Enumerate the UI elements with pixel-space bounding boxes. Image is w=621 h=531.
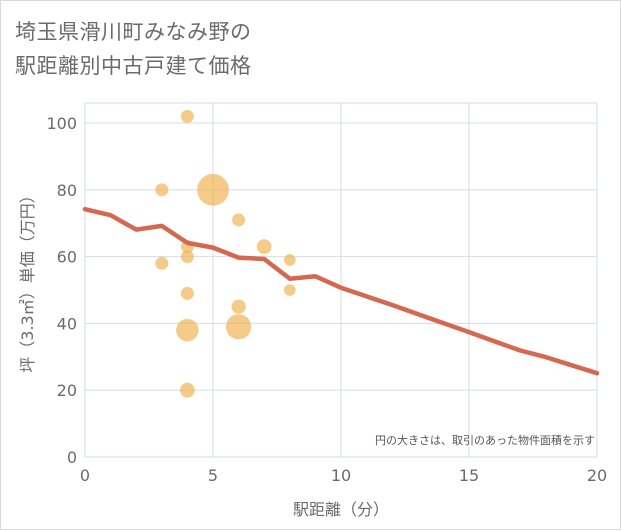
chart-title-line-1: 埼玉県滑川町みなみ野の <box>15 20 252 44</box>
bubble <box>256 239 272 255</box>
y-tick-label: 0 <box>67 448 77 467</box>
y-tick-label: 80 <box>57 181 77 200</box>
bubble <box>155 183 169 197</box>
bubble <box>179 382 195 398</box>
bubbles-layer <box>155 109 296 398</box>
trend-line-layer <box>82 206 600 376</box>
bubble <box>283 284 296 296</box>
bubble <box>197 173 229 206</box>
size-note: 円の大きさは、取引のあった物件面積を示す <box>375 433 595 447</box>
y-tick-label: 100 <box>46 114 77 133</box>
bubble <box>232 213 246 227</box>
bubble <box>180 109 194 123</box>
x-tick-label: 5 <box>208 466 218 485</box>
x-tick-label: 15 <box>459 466 479 485</box>
bubble <box>225 314 252 340</box>
axis-ticks: 0 20 40 60 80 100 0 5 10 15 20 <box>46 114 607 485</box>
bubble <box>180 250 194 264</box>
y-tick-label: 20 <box>57 381 77 400</box>
y-axis-label: 坪（3.3㎡）単価（万円） <box>18 187 37 372</box>
chart-title-line-2: 駅距離別中古戸建て価格 <box>15 54 252 78</box>
chart-title: 埼玉県滑川町みなみ野の 駅距離別中古戸建て価格 <box>15 15 252 83</box>
bubble <box>155 256 169 270</box>
bubble <box>231 299 246 314</box>
bubble <box>176 318 199 342</box>
y-tick-label: 40 <box>57 314 77 333</box>
grid-lines <box>84 102 598 458</box>
x-axis-label: 駅距離（分） <box>293 500 389 519</box>
y-tick-label: 60 <box>57 248 77 267</box>
bubble <box>180 286 194 300</box>
trend-line <box>82 206 600 376</box>
x-tick-label: 0 <box>80 466 90 485</box>
x-tick-label: 20 <box>587 466 607 485</box>
x-tick-label: 10 <box>331 466 351 485</box>
bubble <box>283 254 296 266</box>
